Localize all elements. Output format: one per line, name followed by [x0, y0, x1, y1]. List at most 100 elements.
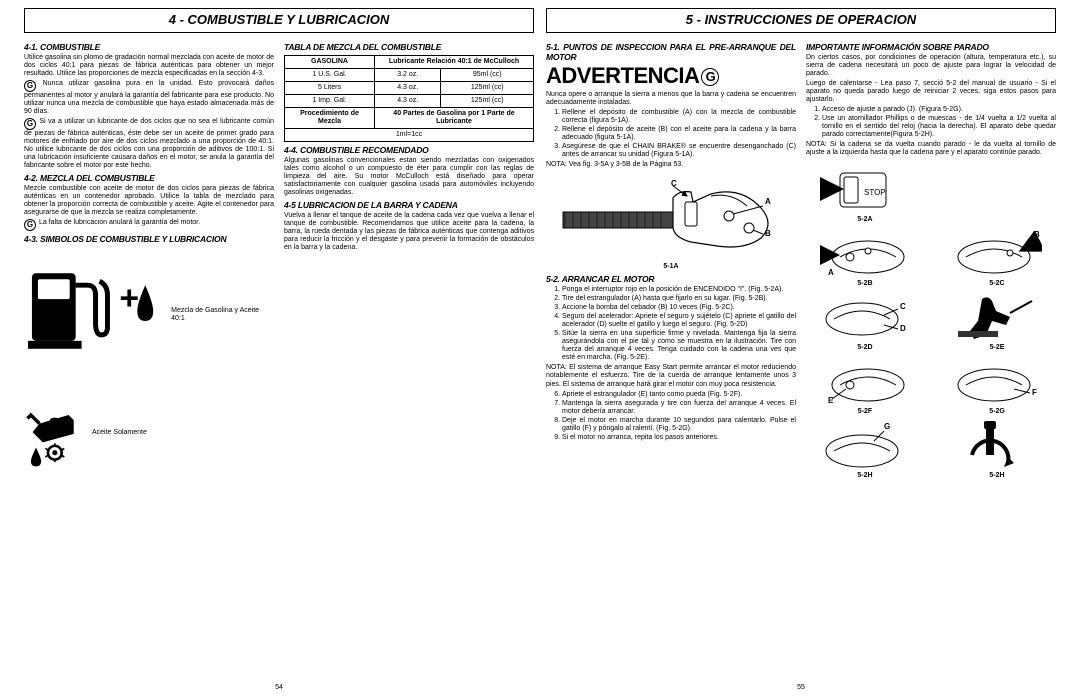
- list-item: Tire del estrangulador (A) hasta que fij…: [562, 295, 796, 303]
- fig-label: 5-2F: [858, 408, 872, 416]
- chainsaw-top-icon: B: [952, 227, 1042, 279]
- label-B: B: [765, 229, 771, 238]
- chainsaw-side-icon: C A B: [561, 172, 781, 262]
- section-5-title: 5 - INSTRUCCIONES DE OPERACION: [546, 8, 1056, 33]
- heading-4-3: 4-3. SIMBOLOS DE COMBUSTIBLE Y LUBRICACI…: [24, 235, 274, 245]
- warning-heading: ADVERTENCIAG: [546, 63, 796, 88]
- page-55: 5 - INSTRUCCIONES DE OPERACION 5-1. PUNT…: [540, 8, 1062, 688]
- page-number-54: 54: [275, 684, 283, 692]
- para-4-2-b-text: La falta de lubricacion anulará la garan…: [39, 219, 200, 226]
- figure-grid-5-2: STOP 5-2A A: [806, 163, 1056, 480]
- table-row: 1ml=1cc: [285, 128, 534, 141]
- page-number-55: 55: [797, 684, 805, 692]
- fig-label: 5-2A: [857, 216, 872, 224]
- chainsaw-top-icon: A: [820, 227, 910, 279]
- figure-5-2h-1: G 5-2H: [806, 419, 924, 480]
- list-item: Si el motor no arranca, repita los pasos…: [562, 434, 796, 442]
- fig-label: 5-2D: [857, 344, 872, 352]
- heading-4-1: 4-1. COMBUSTIBLE: [24, 43, 274, 53]
- list-item: Rellene el depósito de combustible (A) c…: [562, 109, 796, 125]
- person-starting-saw-icon: [952, 291, 1042, 343]
- para-4-5: Vuelva a llenar el tanque de aceite de l…: [284, 212, 534, 252]
- col-4-right: TABLA DE MEZCLA DEL COMBUSTIBLE GASOLINA…: [284, 39, 534, 688]
- nota-5-2a-text: NOTA: El sistema de arranque Easy Start …: [546, 364, 796, 387]
- nota-5-2a: NOTA: El sistema de arranque Easy Start …: [546, 364, 796, 388]
- chainsaw-top-icon: F: [952, 355, 1042, 407]
- col-4-left: 4-1. COMBUSTIBLE Utilice gasolina sin pl…: [24, 39, 274, 688]
- para-4-4: Algunas gasolinas convencionales estan s…: [284, 157, 534, 197]
- list-item: Use un atornillador Phillips o de muesca…: [822, 115, 1056, 139]
- nota-5-1-text: NOTA: Vea fig. 3-5A y 3-5B de la Página …: [546, 161, 683, 168]
- heading-4-4: 4-4. COMBUSTIBLE RECOMENDADO: [284, 146, 534, 156]
- fig-label: 5-2H: [989, 472, 1004, 480]
- heading-4-5: 4-5 LUBRICACION DE LA BARRA Y CADENA: [284, 201, 534, 211]
- label-A: A: [765, 197, 771, 206]
- para-4-2-b: G La falta de lubricacion anulará la gar…: [24, 219, 274, 231]
- chainsaw-top-icon: E: [820, 355, 910, 407]
- list-imp: Acceso de ajuste a parado (J). (Figura 5…: [806, 106, 1056, 139]
- list-item: Acceso de ajuste a parado (J). (Figura 5…: [822, 106, 1056, 114]
- fuel-mix-symbol: + Mezcla de Gasolina y Aceite 40:1: [24, 255, 274, 375]
- nota-imp: NOTA: Si la cadena se da vuelta cuando p…: [806, 141, 1056, 157]
- fuel-mix-table: GASOLINA Lubricante Relación 40:1 de McC…: [284, 55, 534, 142]
- para-imp-2: Luego de calentarse - Lea paso 7, secció…: [806, 80, 1056, 104]
- figure-5-2g: F 5-2G: [938, 355, 1056, 416]
- page-55-columns: 5-1. PUNTOS DE INSPECCION PARA EL PRE-AR…: [546, 39, 1056, 688]
- list-item: Rellene el depósito de aceite (B) con el…: [562, 126, 796, 142]
- heading-table: TABLA DE MEZCLA DEL COMBUSTIBLE: [284, 43, 534, 53]
- heading-5-2: 5-2. ARRANCAR EL MOTOR: [546, 275, 796, 285]
- fig-label: 5-2G: [989, 408, 1005, 416]
- list-item: Deje el motor en marcha durante 10 segun…: [562, 417, 796, 433]
- chainsaw-top-icon: C D: [820, 291, 910, 343]
- label-E: E: [828, 396, 834, 405]
- list-item: Seguro del acelerador: Apriete el seguro…: [562, 313, 796, 329]
- fig-label: 5-2E: [990, 344, 1005, 352]
- label-A: A: [828, 268, 834, 277]
- para-5-1: Nunca opere o arranque la sierra a menos…: [546, 91, 796, 107]
- fig-label: 5-2B: [857, 280, 872, 288]
- svg-text:STOP: STOP: [864, 188, 886, 197]
- figure-5-1a: C A B: [546, 172, 796, 262]
- cell: 5 Liters: [285, 81, 375, 94]
- cell: 95ml (cc): [441, 68, 534, 81]
- cell: 4.3 oz.: [375, 81, 441, 94]
- label-D: D: [900, 324, 906, 333]
- para-4-2-a: Mezcle combustible con aceite de motor d…: [24, 185, 274, 217]
- label-G: G: [884, 422, 890, 431]
- oil-can-icon: [24, 393, 84, 473]
- cell: 125ml (cc): [441, 94, 534, 107]
- warning-g-icon: G: [701, 68, 719, 86]
- cell: 1 Imp. Gal.: [285, 94, 375, 107]
- table-row: Procedimiento de Mezcla 40 Partes de Gas…: [285, 107, 534, 128]
- fuel-mix-caption: Mezcla de Gasolina y Aceite 40:1: [171, 307, 274, 323]
- oil-only-symbol: Aceite Solamente: [24, 393, 274, 473]
- section-4-title: 4 - COMBUSTIBLE Y LUBRICACION: [24, 8, 534, 33]
- list-item: Sitúe la sierra en una superficie firme …: [562, 330, 796, 362]
- page-54-columns: 4-1. COMBUSTIBLE Utilice gasolina sin pl…: [24, 39, 534, 688]
- page-54: 4 - COMBUSTIBLE Y LUBRICACION 4-1. COMBU…: [18, 8, 540, 688]
- para-4-1-a: Utilice gasolina sin plomo de gradación …: [24, 54, 274, 78]
- para-4-1-b: G Nunca utilizar gasolina pura en la uni…: [24, 80, 274, 116]
- heading-4-2: 4-2. MEZCLA DEL COMBUSTIBLE: [24, 174, 274, 184]
- table-row: 1 Imp. Gal. 4.3 oz. 125ml (cc): [285, 94, 534, 107]
- list-item: Asegúrese de que el CHAIN BRAKE® se encu…: [562, 143, 796, 159]
- table-row: 5 Liters 4.3 oz. 125ml (cc): [285, 81, 534, 94]
- figure-5-2f: E 5-2F: [806, 355, 924, 416]
- label-B: B: [1034, 230, 1040, 239]
- warning-g-icon: G: [24, 80, 36, 92]
- para-4-1-c: G Si va a utilizar un lubricante de dos …: [24, 118, 274, 170]
- svg-text:+: +: [119, 279, 139, 317]
- cell: 4.3 oz.: [375, 94, 441, 107]
- chainsaw-top-icon: G: [820, 419, 910, 471]
- warning-text: ADVERTENCIA: [546, 63, 699, 88]
- fuel-symbols-block: + Mezcla de Gasolina y Aceite 40:1: [24, 255, 274, 473]
- list-5-1: Rellene el depósito de combustible (A) c…: [546, 109, 796, 159]
- para-imp-1: Dn ciertos casos, por condiciones de ope…: [806, 54, 1056, 78]
- cell: 1 U.S. Gal.: [285, 68, 375, 81]
- col-5-right: IMPORTANTE INFORMACIÓN SOBRE PARADO Dn c…: [806, 39, 1056, 688]
- nota-5-1: NOTA: Vea fig. 3-5A y 3-5B de la Página …: [546, 161, 796, 169]
- figure-5-2b: A 5-2B: [806, 227, 924, 288]
- fig-5-1a-label: 5-1A: [546, 263, 796, 271]
- list-5-2b: Apriete el estrangulador (E) tanto como …: [546, 391, 796, 442]
- list-item: Ponga el interruptor rojo en la posición…: [562, 286, 796, 294]
